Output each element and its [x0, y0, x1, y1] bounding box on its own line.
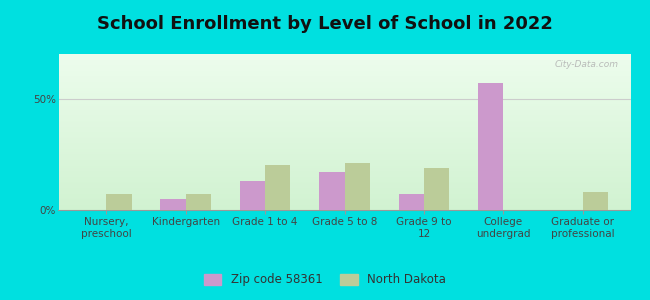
Text: City-Data.com: City-Data.com	[555, 60, 619, 69]
Bar	[240, 181, 265, 210]
Bar	[583, 192, 608, 210]
Bar	[160, 199, 186, 210]
Bar	[265, 165, 291, 210]
Bar	[344, 163, 370, 210]
Text: School Enrollment by Level of School in 2022: School Enrollment by Level of School in …	[97, 15, 553, 33]
Bar	[424, 168, 449, 210]
Legend: Zip code 58361, North Dakota: Zip code 58361, North Dakota	[199, 269, 451, 291]
Bar	[186, 194, 211, 210]
Bar	[319, 172, 344, 210]
Bar	[398, 194, 424, 210]
Bar	[478, 83, 503, 210]
Bar	[106, 194, 131, 210]
